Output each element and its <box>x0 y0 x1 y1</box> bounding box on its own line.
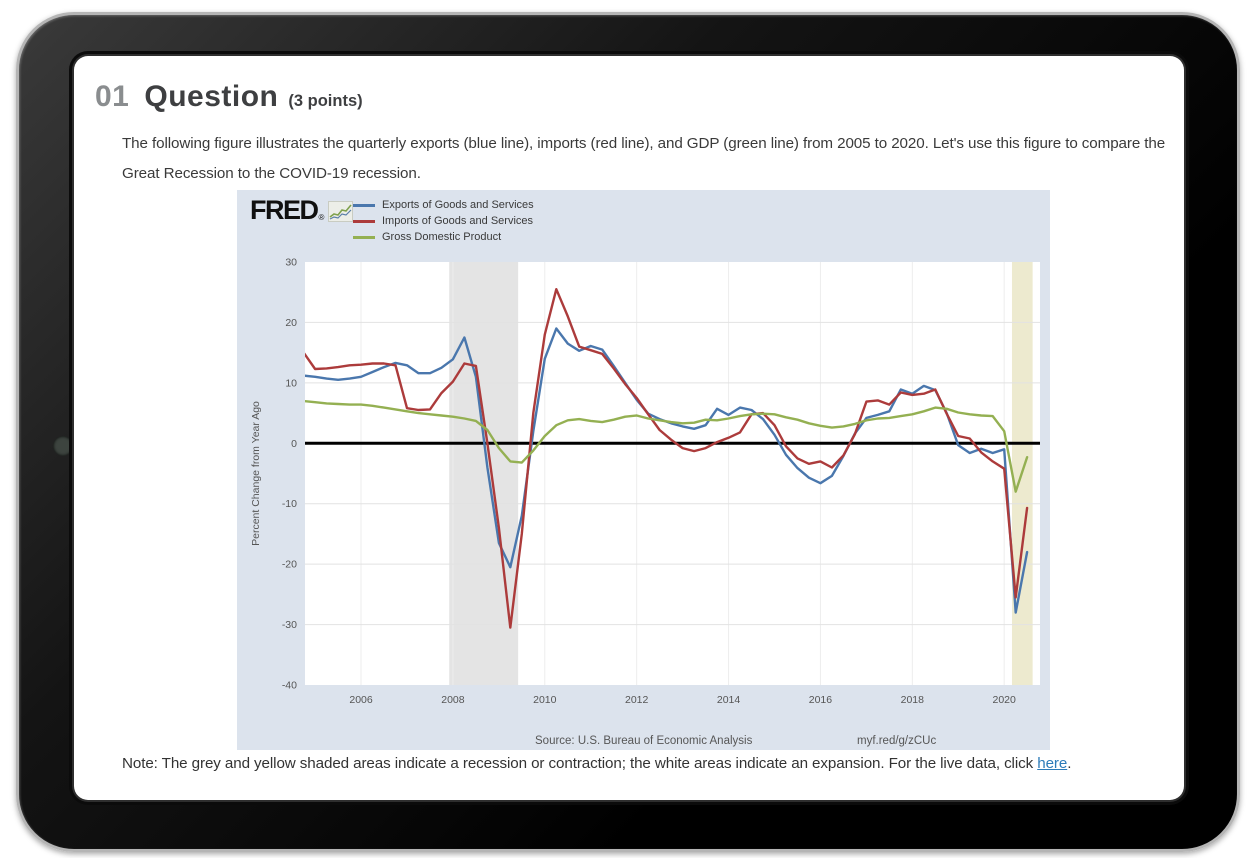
y-axis-tick-label: 0 <box>291 438 297 450</box>
chart-panel: FRED ® Exports of Goods and Services Impo… <box>237 190 1050 750</box>
x-axis-tick-label: 2008 <box>441 694 465 706</box>
x-axis-tick-label: 2012 <box>625 694 649 706</box>
y-axis-tick-label: -30 <box>282 619 297 631</box>
y-axis-tick-label: 30 <box>285 257 297 269</box>
plot-background <box>305 262 1040 685</box>
fred-sparkline-icon <box>328 201 354 222</box>
question-points: (3 points) <box>288 92 363 110</box>
note-text: Note: The grey and yellow shaded areas i… <box>122 755 1172 772</box>
series-line-gross-domestic-product <box>305 399 1029 493</box>
question-title: Question <box>144 80 279 113</box>
x-axis-tick-label: 2018 <box>901 694 925 706</box>
fred-logo: FRED ® <box>250 195 354 225</box>
x-axis-tick-label: 2010 <box>533 694 557 706</box>
y-axis-tick-label: -40 <box>282 680 297 692</box>
x-axis-tick-label: 2016 <box>809 694 833 706</box>
chart-legend: Exports of Goods and Services Imports of … <box>353 197 534 245</box>
legend-swatch <box>353 235 375 239</box>
legend-swatch <box>353 219 375 223</box>
recession-band <box>449 262 519 685</box>
series-line-imports-of-goods-and-services <box>305 287 1029 629</box>
y-axis-tick-label: 20 <box>285 317 297 329</box>
fred-logo-text: FRED <box>250 195 319 225</box>
legend-label: Gross Domestic Product <box>382 231 502 243</box>
legend-item: Exports of Goods and Services <box>353 197 534 213</box>
legend-item: Gross Domestic Product <box>353 229 534 245</box>
short-url-label: myf.red/g/zCUc <box>857 735 937 747</box>
x-axis-tick-label: 2020 <box>992 694 1016 706</box>
registered-mark-icon: ® <box>318 213 325 222</box>
legend-item: Imports of Goods and Services <box>353 213 534 229</box>
legend-label: Exports of Goods and Services <box>382 199 534 211</box>
screen: 01 Question (3 points) The following figur… <box>74 56 1184 800</box>
note-suffix: . <box>1067 755 1072 772</box>
legend-swatch <box>353 203 375 207</box>
y-axis-tick-label: -10 <box>282 498 297 510</box>
live-data-link[interactable]: here <box>1037 755 1068 772</box>
x-axis-tick-label: 2006 <box>349 694 373 706</box>
legend-label: Imports of Goods and Services <box>382 215 534 227</box>
front-camera <box>53 436 73 456</box>
page-title: 01 Question (3 points) <box>95 80 363 114</box>
question-paragraph: The following figure illustrates the qua… <box>122 135 1166 182</box>
y-axis-title: Percent Change from Year Ago <box>250 401 262 546</box>
y-axis-tick-label: 10 <box>285 377 297 389</box>
y-axis-tick-label: -20 <box>282 559 297 571</box>
source-label: Source: U.S. Bureau of Economic Analysis <box>535 735 753 747</box>
question-number: 01 <box>95 80 130 113</box>
note-prefix: Note: The grey and yellow shaded areas i… <box>122 755 1038 772</box>
x-axis-tick-label: 2014 <box>717 694 741 706</box>
